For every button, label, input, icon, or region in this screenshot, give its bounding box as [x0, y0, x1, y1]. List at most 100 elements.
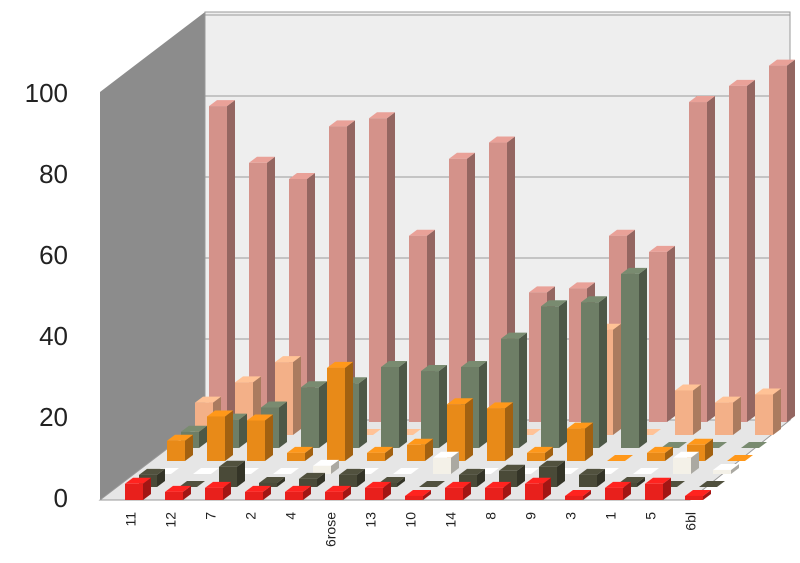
bar: [247, 420, 265, 461]
y-tick-label: 80: [39, 159, 68, 189]
x-tick-label: 3: [563, 512, 579, 520]
bar-side: [731, 463, 739, 474]
bar-side: [465, 398, 473, 461]
x-tick-label: 10: [403, 512, 419, 528]
bar-side: [707, 96, 715, 423]
bar-side: [265, 414, 273, 461]
bar-top: [329, 120, 355, 127]
bar-top: [245, 485, 271, 492]
bar-side: [637, 476, 645, 487]
bar-side: [505, 402, 513, 461]
bar-top: [287, 446, 313, 453]
bar: [645, 483, 663, 500]
bar-top: [139, 468, 165, 475]
bar: [579, 474, 597, 487]
bar-side: [267, 156, 275, 423]
bar: [369, 118, 387, 422]
bar-top: [369, 112, 395, 119]
bar-side: [585, 422, 593, 461]
bar: [567, 428, 585, 461]
x-tick-label: 8: [483, 512, 499, 520]
bar-top: [567, 422, 593, 429]
bar-side: [347, 120, 355, 422]
bar-side: [239, 413, 247, 448]
bar: [207, 416, 225, 461]
bar: [209, 106, 227, 422]
bar-top: [181, 425, 207, 432]
bar-side: [517, 464, 525, 487]
bar-top: [487, 402, 513, 409]
bar-side: [331, 459, 339, 474]
y-tick-label: 100: [25, 78, 68, 108]
bar: [541, 306, 559, 448]
bar: [581, 302, 599, 448]
bar-side: [277, 476, 285, 487]
bar-top: [381, 361, 407, 367]
bar-top: [433, 451, 459, 458]
bar-top: [235, 376, 261, 383]
bar-top: [527, 446, 553, 453]
bar-side: [639, 267, 647, 448]
bar: [421, 371, 439, 448]
bar: [675, 390, 693, 435]
bar-top: [649, 245, 675, 252]
bar-side: [557, 460, 565, 487]
bar-side: [787, 59, 795, 422]
bar-top: [205, 481, 231, 488]
y-tick-label: 20: [39, 402, 68, 432]
bar-side: [705, 438, 713, 461]
bar: [605, 487, 623, 500]
bar: [649, 251, 667, 422]
bar-top: [285, 485, 311, 492]
bar: [301, 387, 319, 448]
bar-top: [621, 267, 647, 274]
bar-side: [387, 112, 395, 422]
bar-top: [645, 477, 671, 484]
bar-top: [409, 229, 435, 236]
bar-side: [143, 477, 151, 500]
y-tick-label: 0: [54, 483, 68, 513]
bar: [755, 394, 773, 435]
bar-top: [419, 481, 445, 487]
bar-side: [467, 152, 475, 422]
bar: [769, 65, 787, 422]
bar-top: [421, 365, 447, 372]
bar-side: [263, 485, 271, 500]
bar: [329, 126, 347, 422]
x-tick-label: 13: [363, 512, 379, 528]
bar-side: [185, 434, 193, 461]
bar: [485, 487, 503, 500]
bar-top: [489, 136, 515, 143]
bar-top: [289, 173, 315, 179]
bar-top: [619, 476, 645, 483]
bar-side: [545, 446, 553, 461]
bar-top: [699, 481, 725, 487]
bar-top: [501, 332, 527, 339]
bar: [407, 444, 425, 461]
bar-top: [529, 286, 555, 293]
bar-top: [459, 468, 485, 475]
bar-top: [447, 398, 473, 405]
x-tick-label: 5: [643, 512, 659, 520]
bar-top: [299, 472, 325, 479]
bar-side: [425, 438, 433, 461]
bar: [621, 273, 639, 448]
bar-top: [569, 282, 595, 289]
bar-top: [755, 388, 781, 395]
bar-side: [423, 489, 431, 500]
bar-top: [565, 489, 591, 496]
bar-top: [741, 442, 767, 448]
bar-side: [303, 485, 311, 500]
y-tick-label: 60: [39, 240, 68, 270]
x-tick-label: 4: [283, 512, 299, 520]
bar: [647, 452, 665, 461]
bar: [527, 452, 545, 461]
bar-side: [279, 401, 287, 448]
bar: [525, 483, 543, 500]
bar-top: [713, 463, 739, 470]
bar-top: [727, 455, 753, 461]
bar-top: [273, 468, 299, 474]
bar-top: [729, 79, 755, 86]
bar-top: [167, 434, 193, 441]
bar-side: [399, 361, 407, 448]
